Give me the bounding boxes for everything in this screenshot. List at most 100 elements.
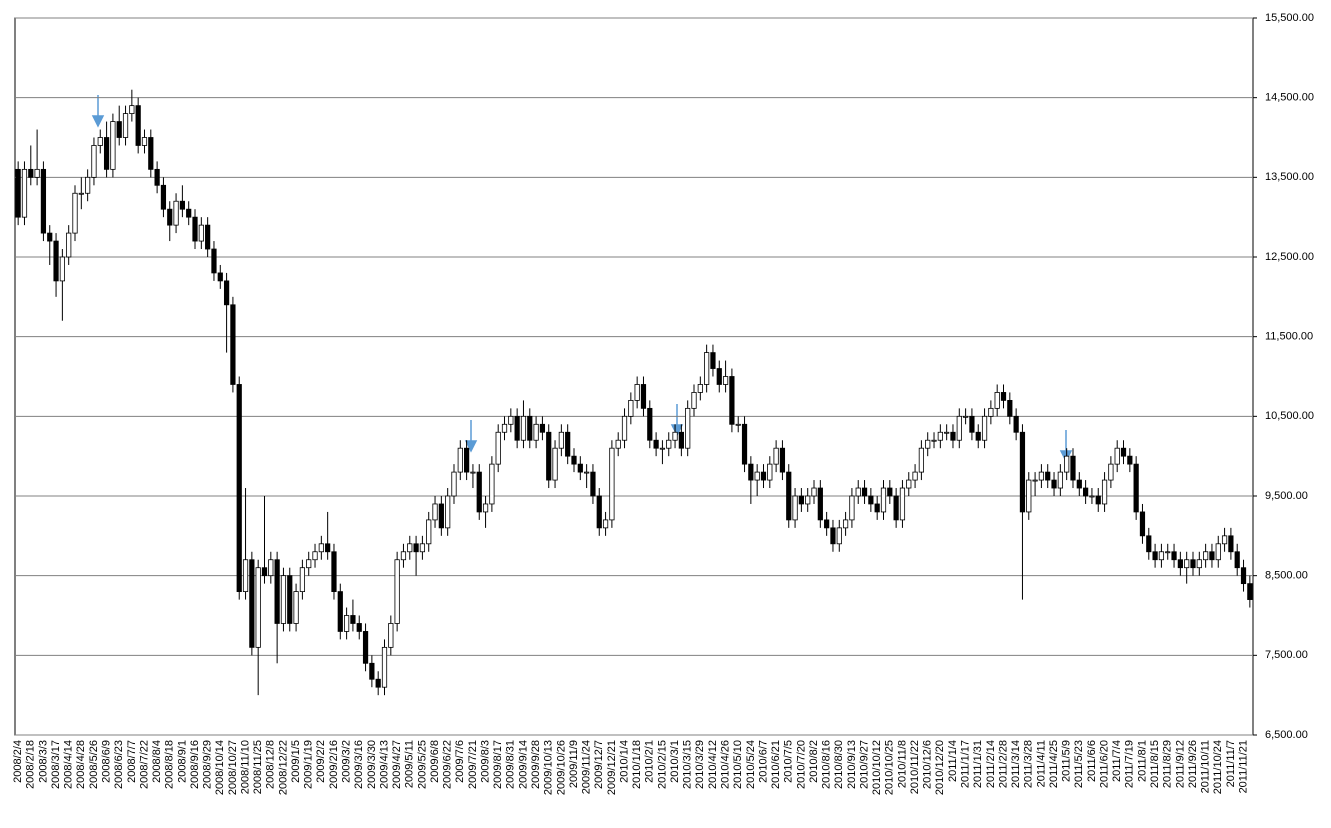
candle-body xyxy=(400,551,407,561)
candle-body xyxy=(34,168,40,178)
x-tick-label: 2010/11/22 xyxy=(909,740,921,794)
candle-body xyxy=(1070,455,1076,481)
candle-body xyxy=(1064,455,1070,473)
candle-body xyxy=(223,280,230,306)
x-tick-label: 2010/3/29 xyxy=(694,740,706,789)
candle-body xyxy=(842,519,849,529)
candle-body xyxy=(716,368,722,385)
candle-body xyxy=(754,471,760,481)
candle-body xyxy=(451,471,457,497)
candle-body xyxy=(1076,479,1082,489)
x-tick-label: 2009/11/9 xyxy=(568,740,580,788)
candle-body xyxy=(925,439,931,449)
candle-body xyxy=(445,495,451,529)
candle-body xyxy=(874,503,880,513)
plot-frame xyxy=(14,17,1254,736)
x-tick-label: 2011/11/7 xyxy=(1225,740,1237,787)
y-tick-label: 10,500.00 xyxy=(1265,410,1314,422)
x-tick-label: 2011/6/20 xyxy=(1098,740,1110,788)
y-tick-label: 11,500.00 xyxy=(1265,331,1313,343)
x-tick-label: 2008/9/1 xyxy=(176,740,188,783)
candle-body xyxy=(356,623,362,632)
x-tick-label: 2010/8/30 xyxy=(833,740,845,789)
candle-body xyxy=(868,495,874,505)
x-tick-label: 2010/6/7 xyxy=(757,740,769,783)
candle-body xyxy=(571,455,577,465)
x-tick-label: 2011/1/31 xyxy=(972,740,984,788)
x-tick-label: 2008/7/22 xyxy=(138,740,150,789)
x-tick-label: 2009/8/31 xyxy=(505,740,517,789)
candle-body xyxy=(362,631,369,664)
candle-body xyxy=(255,567,261,648)
candle-body xyxy=(981,415,988,441)
candle-body xyxy=(381,646,388,688)
candle-body xyxy=(962,415,969,418)
candle-body xyxy=(103,137,110,170)
candle-body xyxy=(912,471,918,481)
x-tick-label: 2011/8/29 xyxy=(1162,740,1174,788)
candle-body xyxy=(653,439,659,449)
x-tick-label: 2009/10/13 xyxy=(543,740,555,795)
candle-body xyxy=(457,447,463,473)
candle-body xyxy=(1146,535,1152,553)
x-tick-label: 2009/10/26 xyxy=(555,740,567,795)
arrow-head xyxy=(670,424,684,437)
x-tick-label: 2009/5/11 xyxy=(404,740,416,788)
candle-body xyxy=(280,575,287,624)
x-tick-label: 2011/1/4 xyxy=(947,740,959,782)
candle-body xyxy=(1101,479,1108,505)
candle-body xyxy=(205,224,211,250)
candle-body xyxy=(1026,479,1032,513)
candle-body xyxy=(520,415,527,441)
x-tick-label: 2008/2/4 xyxy=(12,740,24,783)
x-tick-label: 2011/11/21 xyxy=(1237,740,1249,793)
candle-body xyxy=(21,168,28,218)
candle-body xyxy=(615,439,621,449)
candle-body xyxy=(160,184,167,210)
x-tick-label: 2008/6/9 xyxy=(100,740,112,783)
candle-body xyxy=(760,471,767,481)
candle-body xyxy=(482,503,489,513)
candle-body xyxy=(634,384,640,401)
x-tick-label: 2009/6/22 xyxy=(442,740,454,789)
x-tick-label: 2010/1/18 xyxy=(631,740,643,789)
candle-body xyxy=(969,415,975,433)
candle-body xyxy=(495,431,501,465)
candle-body xyxy=(1139,511,1146,537)
candle-body xyxy=(729,376,735,425)
candle-body xyxy=(748,463,754,481)
x-tick-label: 2010/8/2 xyxy=(808,740,820,783)
candle-body xyxy=(179,200,185,210)
x-tick-label: 2010/4/12 xyxy=(707,740,719,789)
x-tick-label: 2011/5/23 xyxy=(1073,740,1085,788)
arrow-head xyxy=(91,115,105,128)
x-tick-label: 2010/9/13 xyxy=(846,740,858,789)
candle-body xyxy=(1177,559,1183,569)
x-tick-label: 2010/7/5 xyxy=(783,740,795,783)
candle-body xyxy=(1158,551,1165,561)
candle-body xyxy=(584,471,590,474)
candle-body xyxy=(697,384,703,393)
candle-body xyxy=(1120,447,1127,457)
x-tick-label: 2008/6/23 xyxy=(113,740,125,789)
candle-body xyxy=(849,495,855,521)
candle-body xyxy=(1133,463,1139,513)
x-tick-label: 2008/3/3 xyxy=(37,740,49,783)
x-tick-label: 2009/9/28 xyxy=(530,740,542,789)
candle-body xyxy=(274,559,280,624)
x-tick-label: 2011/2/28 xyxy=(997,740,1009,788)
candle-body xyxy=(318,543,324,553)
candle-body xyxy=(438,503,444,529)
candle-body xyxy=(640,384,647,409)
candle-body xyxy=(186,208,192,218)
candle-body xyxy=(236,384,242,593)
candle-body xyxy=(508,415,514,425)
candle-body xyxy=(413,543,419,553)
candle-body xyxy=(78,192,84,195)
candle-body xyxy=(792,495,798,521)
candle-body xyxy=(918,447,925,473)
candle-body xyxy=(1095,495,1101,505)
candle-body xyxy=(678,431,684,449)
x-tick-label: 2011/5/9 xyxy=(1061,740,1073,782)
